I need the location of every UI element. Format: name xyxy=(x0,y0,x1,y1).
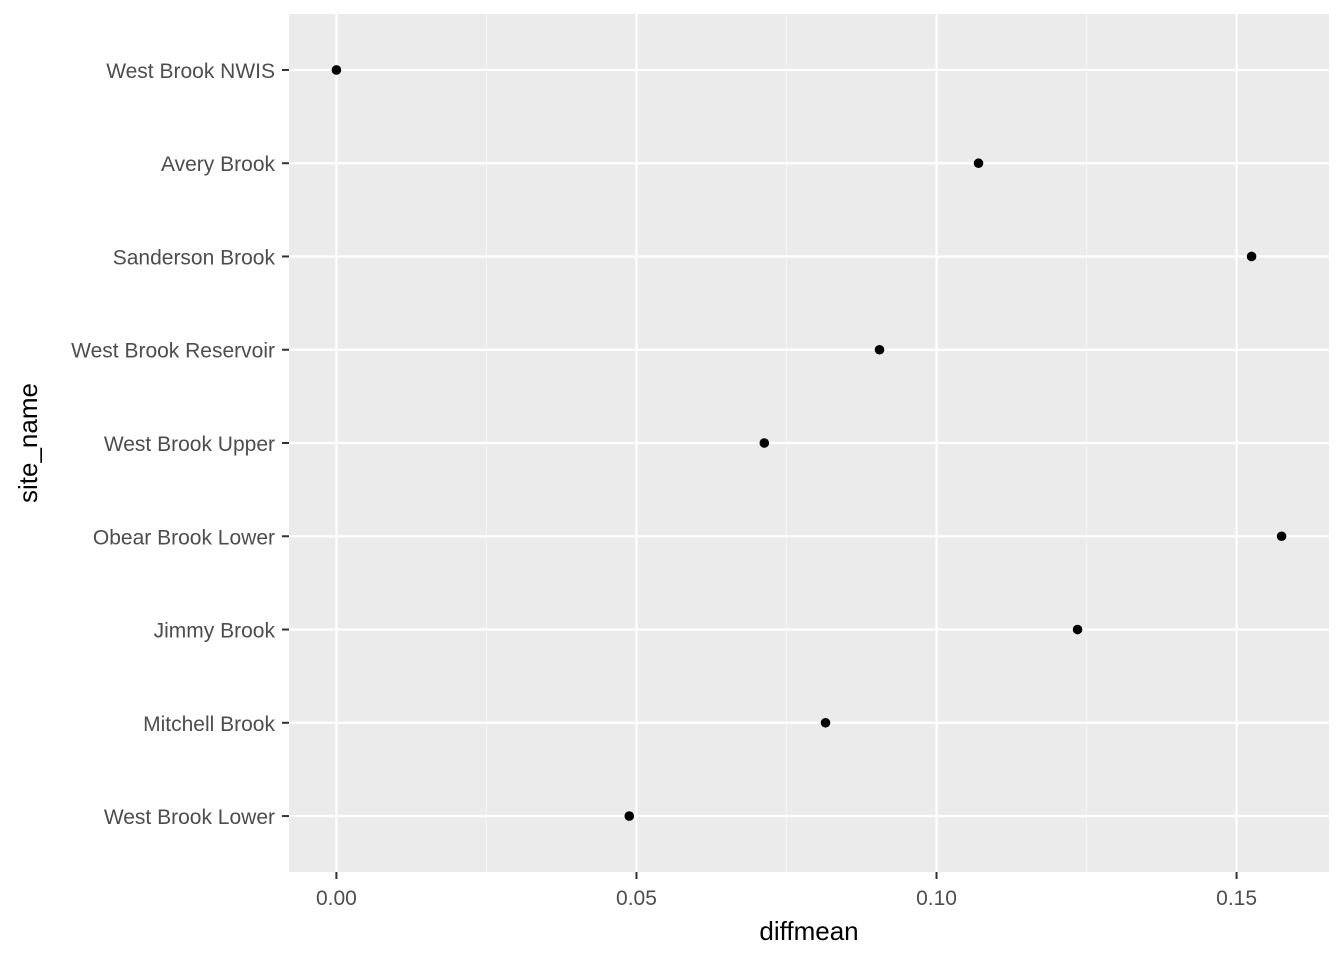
data-point xyxy=(820,717,831,728)
data-point xyxy=(624,811,635,821)
x-axis: 0.00 0.05 0.10 0.15 xyxy=(316,872,1257,910)
y-tick-label: Jimmy Brook xyxy=(154,620,276,643)
data-point xyxy=(759,438,770,448)
major-gridlines xyxy=(289,14,1329,872)
y-tick-label: Avery Brook xyxy=(161,153,275,176)
y-tick-label: West Brook Lower xyxy=(104,806,275,829)
x-tick-label: 0.15 xyxy=(1216,887,1257,910)
x-tick-label: 0.05 xyxy=(616,887,657,910)
y-tick-label: Sanderson Brook xyxy=(113,246,276,269)
data-point xyxy=(331,65,342,75)
y-tick-label: West Brook Upper xyxy=(104,433,275,456)
y-axis-title: site_name xyxy=(13,383,43,503)
x-tick-label: 0.10 xyxy=(916,887,957,910)
y-tick-label: West Brook NWIS xyxy=(106,60,275,83)
x-tick-label: 0.00 xyxy=(316,887,357,910)
data-point xyxy=(1276,531,1287,542)
data-points xyxy=(331,65,1287,821)
y-axis: West Brook NWIS Avery Brook Sanderson Broo… xyxy=(71,60,289,829)
y-tick-label: Obear Brook Lower xyxy=(93,526,275,549)
data-point xyxy=(874,344,885,355)
x-axis-title: diffmean xyxy=(759,916,858,946)
y-tick-label: West Brook Reservoir xyxy=(71,340,275,363)
data-point xyxy=(973,158,984,169)
data-point xyxy=(1072,624,1083,635)
data-point xyxy=(1246,251,1257,262)
y-tick-label: Mitchell Brook xyxy=(143,713,275,736)
